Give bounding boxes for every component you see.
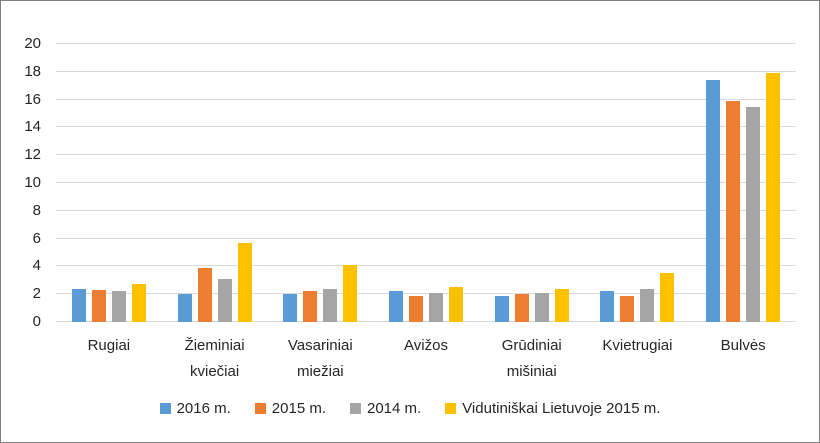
gridline bbox=[56, 209, 796, 211]
x-axis-label: Vasariniai miežiai bbox=[287, 337, 353, 380]
x-axis-label: Kvietrugiai bbox=[602, 337, 673, 354]
bar-group bbox=[267, 44, 373, 322]
y-axis-label: 0 bbox=[32, 313, 41, 330]
legend-marker-icon bbox=[254, 403, 266, 414]
y-axis: 0 2 4 6 8 10 12 14 16 18 20 bbox=[1, 35, 45, 330]
x-axis-label: Rugiai bbox=[87, 337, 131, 354]
bar-group bbox=[162, 44, 268, 322]
gridline bbox=[56, 98, 796, 100]
legend-label: 2015 m. bbox=[271, 400, 326, 417]
bar bbox=[283, 294, 298, 322]
bar bbox=[131, 284, 146, 322]
bar bbox=[554, 288, 569, 322]
bar bbox=[323, 288, 338, 322]
x-axis-label: Bulvės bbox=[720, 337, 766, 354]
y-axis-label: 14 bbox=[24, 118, 41, 136]
bar bbox=[237, 242, 252, 322]
bar bbox=[534, 292, 549, 322]
gridline bbox=[56, 154, 796, 156]
gridline bbox=[56, 293, 796, 295]
bar bbox=[600, 291, 615, 322]
bar-group bbox=[373, 44, 479, 322]
bar bbox=[494, 295, 509, 322]
gridline bbox=[56, 237, 796, 239]
y-axis-label: 4 bbox=[32, 257, 41, 275]
y-axis-label: 2 bbox=[32, 285, 41, 303]
bar bbox=[660, 273, 675, 322]
legend-item: 2014 m. bbox=[350, 400, 421, 417]
legend-label: 2014 m. bbox=[367, 400, 422, 417]
gridline bbox=[56, 321, 796, 322]
bar bbox=[71, 288, 86, 322]
legend-label: 2016 m. bbox=[176, 400, 231, 417]
y-axis-label: 6 bbox=[32, 229, 41, 247]
gridline bbox=[56, 182, 796, 183]
bar bbox=[303, 291, 318, 322]
y-axis-label: 12 bbox=[24, 146, 41, 164]
bar bbox=[766, 73, 781, 322]
y-axis-label: 16 bbox=[24, 90, 41, 108]
gridline bbox=[56, 265, 796, 267]
bar bbox=[111, 291, 126, 322]
x-axis-label: Avižos bbox=[404, 337, 448, 354]
bar bbox=[620, 295, 635, 322]
bar bbox=[389, 291, 404, 322]
bar-groups bbox=[56, 44, 796, 322]
y-axis-label: 8 bbox=[32, 201, 41, 219]
bar bbox=[706, 80, 721, 322]
bar bbox=[91, 290, 106, 322]
x-axis-label: Grūdiniai mišiniai bbox=[501, 337, 562, 380]
legend-marker-icon bbox=[445, 403, 457, 414]
legend-marker-icon bbox=[350, 403, 361, 414]
legend-label: Vidutiniškai Lietuvoje 2015 m. bbox=[462, 400, 661, 417]
bar-group bbox=[479, 44, 585, 322]
gridline bbox=[56, 126, 796, 128]
bar bbox=[343, 265, 358, 322]
x-axis-label: Žieminiai kviečiai bbox=[184, 337, 245, 380]
legend-item: 2015 m. bbox=[254, 400, 326, 417]
gridline bbox=[56, 70, 796, 72]
gridlines bbox=[56, 43, 796, 322]
bar bbox=[746, 106, 761, 322]
legend: 2016 m. 2015 m. 2014 m. Vidutiniškai Lietuv… bbox=[1, 400, 819, 417]
bar bbox=[177, 294, 192, 322]
x-axis: Rugiai Žieminiai kviečiai Vasariniai mieži… bbox=[56, 333, 796, 385]
y-axis-label: 10 bbox=[24, 174, 41, 191]
plot-area bbox=[56, 43, 796, 322]
bar bbox=[449, 287, 464, 322]
bar-group bbox=[690, 44, 796, 322]
bar bbox=[197, 267, 212, 322]
y-axis-label: 18 bbox=[24, 62, 41, 80]
legend-marker-icon bbox=[159, 403, 171, 414]
legend-item: Vidutiniškai Lietuvoje 2015 m. bbox=[445, 400, 660, 417]
bar bbox=[217, 278, 232, 322]
bar bbox=[726, 101, 741, 322]
bar bbox=[640, 288, 655, 322]
bar bbox=[409, 295, 424, 322]
legend-item: 2016 m. bbox=[159, 400, 231, 417]
bar bbox=[429, 292, 444, 322]
bar-group bbox=[56, 44, 162, 322]
y-axis-label: 20 bbox=[24, 35, 41, 52]
bar bbox=[514, 294, 529, 322]
gridline bbox=[56, 43, 796, 44]
bar-group bbox=[585, 44, 691, 322]
